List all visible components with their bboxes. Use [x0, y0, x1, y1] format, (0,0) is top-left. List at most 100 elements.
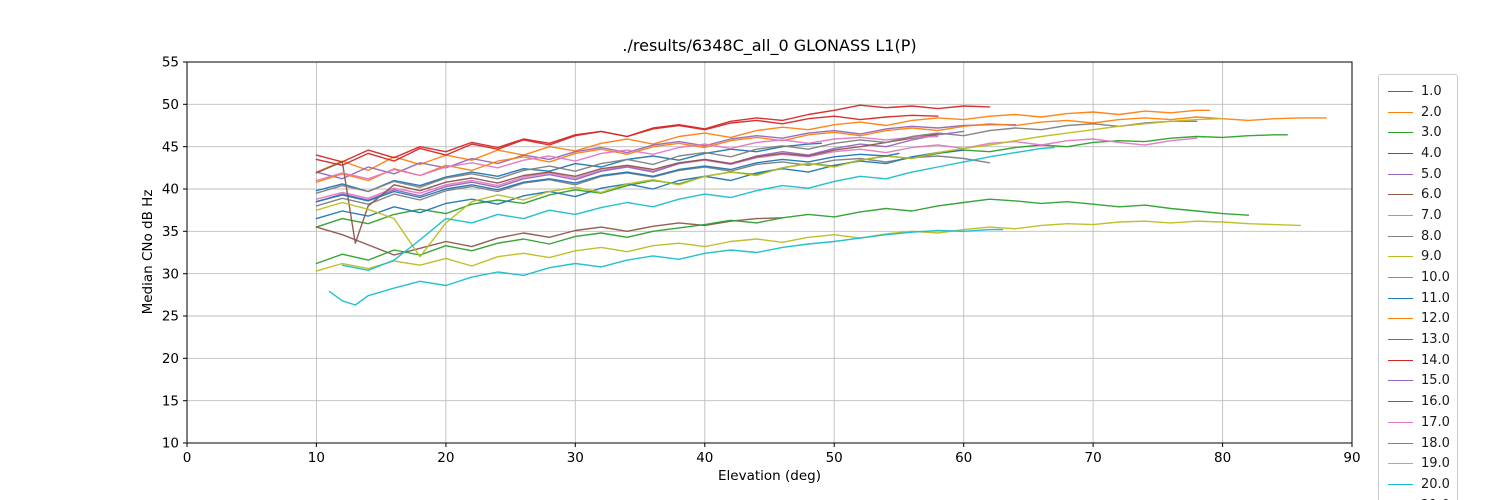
- x-tick-label: 70: [1085, 450, 1102, 466]
- series-line-9.0: [315, 220, 1301, 272]
- legend-swatch: [1388, 442, 1413, 444]
- series-line-10.0: [328, 228, 1004, 306]
- legend-item-label: 6.0: [1421, 187, 1442, 203]
- legend-item-label: 10.0: [1421, 270, 1450, 286]
- legend-item-label: 15.0: [1421, 373, 1450, 389]
- legend-item: 8.0: [1388, 226, 1451, 247]
- y-tick-label: 20: [162, 351, 179, 367]
- series-line-19.0: [315, 117, 1224, 258]
- legend-swatch: [1388, 194, 1413, 196]
- legend-item-label: 20.0: [1421, 476, 1450, 492]
- legend-item: 17.0: [1388, 412, 1451, 433]
- legend-swatch: [1388, 463, 1413, 465]
- x-tick-label: 20: [437, 450, 454, 466]
- legend-item-label: 12.0: [1421, 311, 1450, 327]
- legend-item: 5.0: [1388, 164, 1451, 185]
- legend-item-label: 21.0: [1421, 499, 1450, 500]
- y-tick-label: 10: [162, 436, 179, 452]
- legend-swatch: [1388, 380, 1413, 382]
- legend-swatch: [1388, 277, 1413, 279]
- legend-item: 18.0: [1388, 433, 1451, 454]
- legend-item-label: 2.0: [1421, 104, 1442, 120]
- legend-item: 2.0: [1388, 102, 1451, 123]
- series-line-17.0: [315, 135, 939, 182]
- x-tick-label: 90: [1343, 450, 1360, 466]
- series-line-14.0: [315, 114, 939, 163]
- legend-swatch: [1388, 132, 1413, 134]
- x-tick-label: 10: [308, 450, 325, 466]
- series-line-21.0: [315, 152, 900, 203]
- legend-item-label: 11.0: [1421, 290, 1450, 306]
- series-line-16.0: [315, 133, 939, 244]
- legend-item: 15.0: [1388, 371, 1451, 392]
- legend-item: 13.0: [1388, 329, 1451, 350]
- legend-item: 16.0: [1388, 391, 1451, 412]
- series-line-4.0: [315, 104, 991, 167]
- plot-border: [186, 61, 1353, 444]
- legend-swatch: [1388, 401, 1413, 403]
- x-tick-label: 60: [955, 450, 972, 466]
- legend-item-label: 4.0: [1421, 145, 1442, 161]
- y-tick-label: 50: [162, 97, 179, 113]
- legend-item-label: 19.0: [1421, 456, 1450, 472]
- chart-title: ./results/6348C_all_0 GLONASS L1(P): [622, 36, 917, 55]
- legend-swatch: [1388, 339, 1413, 341]
- legend-swatch: [1388, 297, 1413, 299]
- x-tick-label: 80: [1214, 450, 1231, 466]
- legend-swatch: [1388, 173, 1413, 175]
- legend-item-label: 17.0: [1421, 414, 1450, 430]
- legend-item: 9.0: [1388, 247, 1451, 268]
- legend-item: 3.0: [1388, 122, 1451, 143]
- legend-swatch: [1388, 90, 1413, 92]
- x-tick-label: 30: [567, 450, 584, 466]
- legend-item: 21.0: [1388, 495, 1451, 500]
- series-line-13.0: [315, 198, 1250, 265]
- legend-item: 11.0: [1388, 288, 1451, 309]
- legend-swatch: [1388, 359, 1413, 361]
- legend-swatch: [1388, 214, 1413, 216]
- legend-item-label: 18.0: [1421, 435, 1450, 451]
- legend-item: 1.0: [1388, 81, 1451, 102]
- legend-swatch: [1388, 318, 1413, 320]
- x-tick-label: 50: [826, 450, 843, 466]
- legend-item-label: 8.0: [1421, 228, 1442, 244]
- legend-item: 10.0: [1388, 267, 1451, 288]
- series-line-1.0: [315, 142, 822, 193]
- legend-item: 4.0: [1388, 143, 1451, 164]
- legend-item: 20.0: [1388, 474, 1451, 495]
- legend-item: 12.0: [1388, 309, 1451, 330]
- y-tick-label: 35: [162, 224, 179, 240]
- legend-swatch: [1388, 111, 1413, 113]
- legend-item-label: 1.0: [1421, 83, 1442, 99]
- legend-swatch: [1388, 235, 1413, 237]
- x-tick-label: 40: [696, 450, 713, 466]
- legend-item: 19.0: [1388, 453, 1451, 474]
- legend-item: 14.0: [1388, 350, 1451, 371]
- y-tick-label: 45: [162, 139, 179, 155]
- legend-swatch: [1388, 152, 1413, 154]
- x-axis-label: Elevation (deg): [718, 468, 821, 484]
- legend-item-label: 9.0: [1421, 249, 1442, 265]
- legend-item-label: 14.0: [1421, 352, 1450, 368]
- series-line-15.0: [315, 130, 965, 203]
- legend-item-label: 3.0: [1421, 125, 1442, 141]
- legend-item-label: 16.0: [1421, 394, 1450, 410]
- y-tick-label: 15: [162, 393, 179, 409]
- series-line-8.0: [315, 155, 991, 207]
- legend-item-label: 7.0: [1421, 207, 1442, 223]
- series-line-7.0: [315, 137, 1198, 200]
- legend-item-label: 13.0: [1421, 332, 1450, 348]
- legend-item: 7.0: [1388, 205, 1451, 226]
- series-line-6.0: [315, 217, 784, 256]
- legend-item-label: 5.0: [1421, 166, 1442, 182]
- legend: 1.0 2.0 3.0 4.0 5.0 6.0 7.0 8.0 9.0 10.0 11.0 12.0 1…: [1378, 74, 1458, 500]
- legend-swatch: [1388, 483, 1413, 485]
- y-axis-label: Median CNo dB Hz: [140, 189, 156, 315]
- y-tick-label: 40: [162, 182, 179, 198]
- y-tick-label: 55: [162, 55, 179, 71]
- legend-swatch: [1388, 256, 1413, 258]
- legend-item: 6.0: [1388, 184, 1451, 205]
- x-tick-label: 0: [183, 450, 192, 466]
